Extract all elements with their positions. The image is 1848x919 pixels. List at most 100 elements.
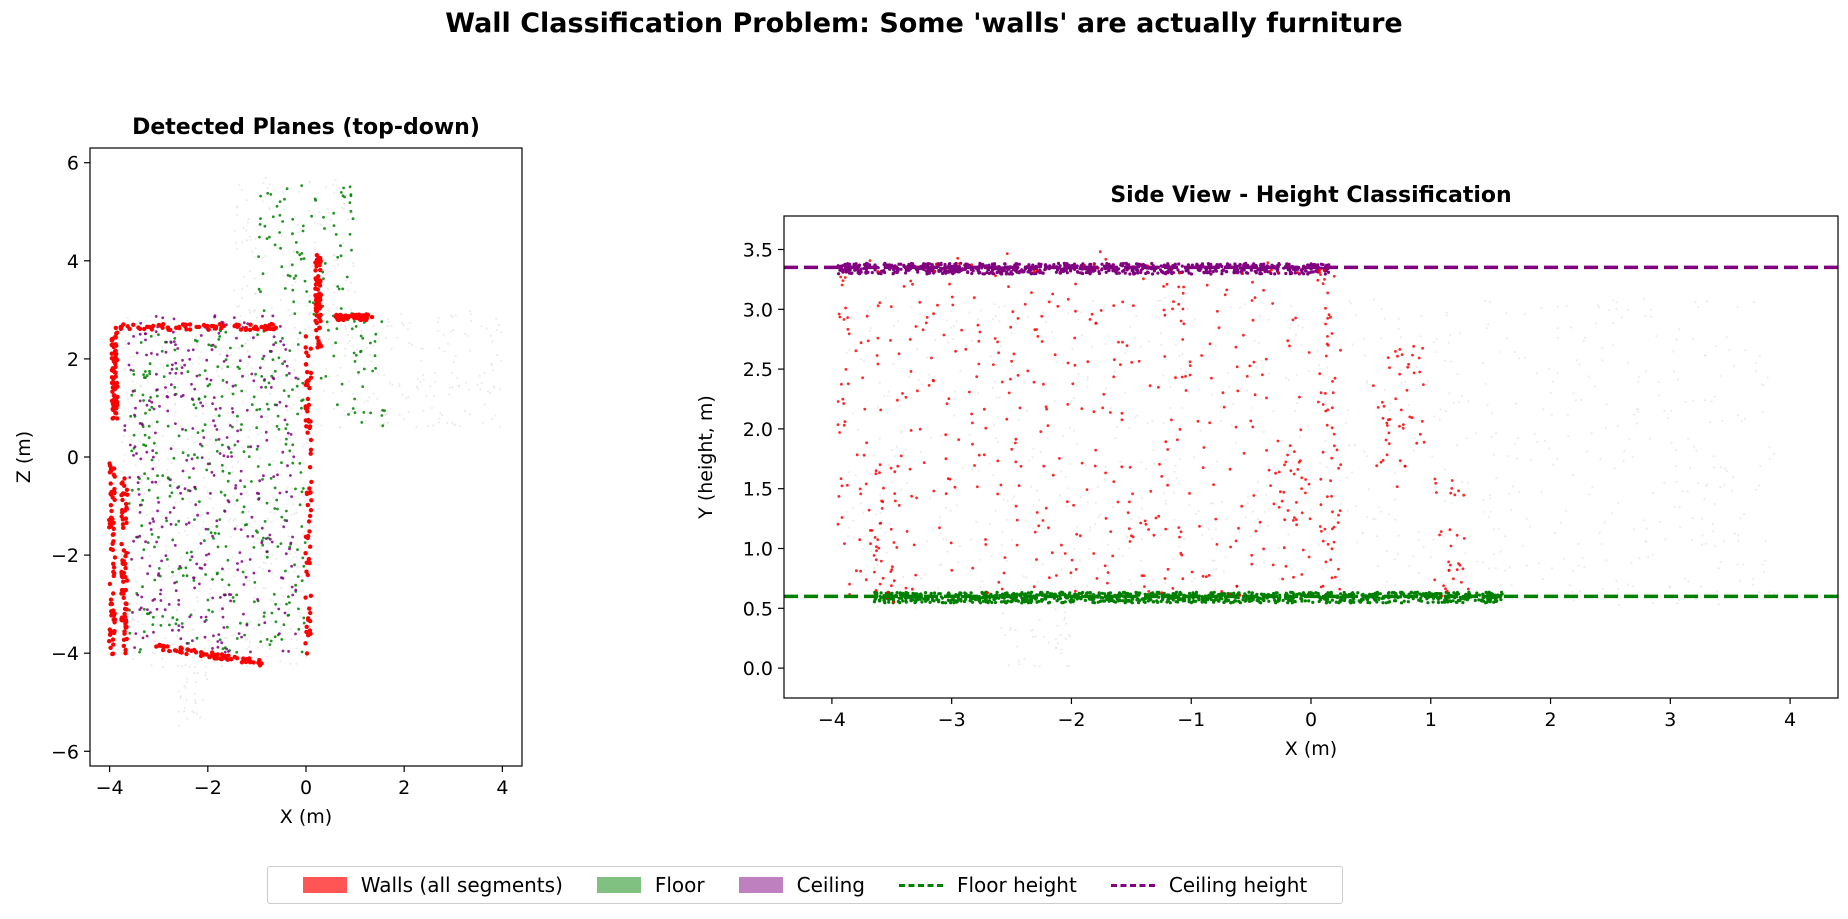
- ceiling-point: [204, 527, 208, 531]
- other_points-point: [186, 717, 189, 720]
- other_points-point: [173, 481, 176, 484]
- other_points-point: [1164, 499, 1167, 502]
- other_points-point: [1226, 371, 1229, 375]
- other_points-point: [327, 308, 330, 311]
- ceiling-point: [1200, 262, 1204, 266]
- other_points-point: [494, 414, 497, 417]
- other_points-point: [478, 374, 481, 377]
- other_points-point: [479, 388, 482, 391]
- ceiling-point: [238, 359, 242, 362]
- other_points-point: [400, 322, 404, 325]
- floor-point: [928, 600, 932, 605]
- other_points-point: [1109, 407, 1112, 410]
- ceiling-point: [251, 534, 255, 538]
- floor-point: [224, 330, 228, 334]
- other_points-point: [231, 382, 234, 385]
- other_points-point: [199, 716, 202, 719]
- other_points-point: [162, 366, 165, 369]
- other_points-point: [491, 417, 494, 420]
- wall-point: [123, 561, 128, 567]
- other_points-point: [1650, 315, 1653, 318]
- floor-point: [193, 518, 196, 521]
- other_points-point: [1010, 332, 1013, 335]
- ceiling-point: [191, 639, 194, 643]
- other_points-point: [1188, 390, 1191, 394]
- other_points-point: [294, 359, 297, 362]
- floor-point: [1191, 599, 1196, 604]
- other_points-point: [189, 501, 192, 504]
- floor-point: [268, 643, 272, 646]
- other_points-point: [1067, 312, 1070, 315]
- other_points-point: [1518, 357, 1521, 360]
- other_points-point: [1088, 491, 1091, 494]
- other_points-point: [192, 711, 195, 714]
- other_points-point: [919, 451, 922, 454]
- other_points-point: [1268, 372, 1271, 375]
- other_points-point: [1719, 466, 1722, 469]
- floor-point: [160, 349, 164, 353]
- other_points-point: [862, 547, 865, 550]
- other_points-point: [1296, 402, 1299, 405]
- other_points-point: [1322, 374, 1325, 377]
- other_points-point: [1065, 665, 1068, 668]
- other_points-point: [272, 600, 275, 603]
- floor-point: [285, 602, 288, 606]
- other_points-point: [448, 393, 451, 396]
- other_points-point: [1307, 425, 1310, 428]
- ceiling-point: [1323, 272, 1327, 276]
- ceiling-point: [260, 415, 263, 419]
- other_points-point: [1141, 497, 1144, 500]
- ceiling-point: [165, 340, 168, 344]
- other_points-point: [291, 284, 294, 287]
- other_points-point: [1762, 384, 1765, 387]
- other_points-point: [1060, 568, 1064, 571]
- ceiling-point: [1242, 268, 1246, 272]
- floor-point: [139, 648, 142, 651]
- other_points-point: [1713, 395, 1716, 398]
- other_points-point: [289, 437, 292, 440]
- wall-point: [108, 546, 114, 552]
- other_points-point: [446, 421, 449, 424]
- ceiling-point: [248, 558, 252, 561]
- other_points-point: [264, 562, 267, 565]
- wall-point: [111, 565, 117, 570]
- other_points-point: [136, 353, 139, 357]
- floor-point: [301, 398, 305, 402]
- other_points-point: [248, 579, 251, 582]
- ceiling-point: [193, 387, 197, 391]
- floor-point: [148, 372, 152, 376]
- wall-point: [167, 648, 172, 654]
- floor-point: [273, 369, 277, 373]
- wall-point: [306, 419, 312, 424]
- floor-point: [1250, 591, 1254, 595]
- floor-point: [281, 337, 284, 340]
- other_points-point: [1351, 343, 1354, 346]
- other_points-point: [229, 322, 232, 325]
- other_points-point: [161, 666, 164, 669]
- wall-point: [307, 606, 312, 611]
- wall-point: [119, 587, 125, 593]
- other_points-point: [886, 394, 889, 397]
- floor-point: [303, 279, 307, 283]
- other_points-point: [298, 615, 302, 618]
- other_points-point: [154, 465, 157, 469]
- floor-point: [1099, 599, 1103, 603]
- floor-point: [296, 343, 300, 346]
- other_points-point: [999, 494, 1002, 497]
- ceiling-point: [895, 270, 899, 275]
- ceiling-point: [1289, 270, 1293, 275]
- ceiling-point: [199, 334, 203, 337]
- floor-point: [288, 349, 292, 352]
- floor-point: [229, 451, 233, 454]
- other_points-point: [1497, 527, 1500, 530]
- other_points-point: [1736, 563, 1739, 566]
- other_points-point: [211, 582, 215, 585]
- other_points-point: [246, 221, 250, 224]
- other_points-point: [1772, 592, 1776, 595]
- other_points-point: [140, 479, 143, 482]
- ceiling-point: [155, 607, 159, 611]
- other_points-point: [1134, 416, 1137, 419]
- floor-point: [1486, 598, 1491, 602]
- other_points-point: [1211, 502, 1215, 505]
- other_points-point: [1094, 502, 1097, 505]
